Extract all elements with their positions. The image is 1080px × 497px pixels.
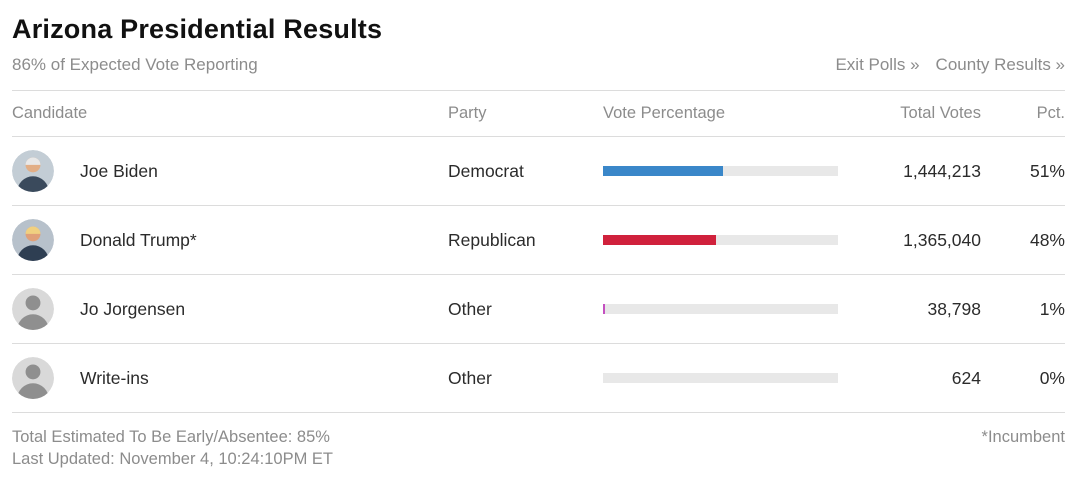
total-votes-value: 1,365,040 bbox=[903, 229, 981, 250]
subheader: 86% of Expected Vote Reporting Exit Poll… bbox=[12, 55, 1065, 91]
vote-bar-fill bbox=[603, 304, 606, 314]
last-updated: Last Updated: November 4, 10:24:10PM ET bbox=[12, 450, 334, 469]
table-row: Donald Trump* Republican 1,365,040 48% bbox=[12, 206, 1065, 275]
table-header-row: Candidate Party Vote Percentage Total Vo… bbox=[12, 91, 1065, 137]
footer-notes: Total Estimated To Be Early/Absentee: 85… bbox=[12, 426, 333, 471]
vote-bar-track bbox=[603, 235, 838, 245]
column-header-vote-percentage: Vote Percentage bbox=[603, 104, 726, 122]
reporting-status: 86% of Expected Vote Reporting bbox=[12, 55, 258, 74]
candidate-cell: Donald Trump* bbox=[12, 219, 448, 261]
incumbent-note: *Incumbent bbox=[981, 428, 1065, 446]
column-header-party: Party bbox=[448, 104, 487, 122]
table-row: Write-ins Other 624 0% bbox=[12, 344, 1065, 413]
candidate-avatar bbox=[12, 219, 54, 261]
vote-bar-cell bbox=[603, 304, 843, 314]
candidate-avatar bbox=[12, 357, 54, 399]
candidate-cell: Joe Biden bbox=[12, 150, 448, 192]
total-votes-value: 1,444,213 bbox=[903, 160, 981, 181]
candidate-cell: Write-ins bbox=[12, 357, 448, 399]
table-row: Joe Biden Democrat 1,444,213 51% bbox=[12, 137, 1065, 206]
candidate-name: Donald Trump* bbox=[80, 229, 197, 250]
party-label: Other bbox=[448, 367, 492, 388]
pct-value: 1% bbox=[1039, 298, 1065, 319]
party-label: Democrat bbox=[448, 160, 524, 181]
column-header-total-votes: Total Votes bbox=[900, 104, 981, 122]
subheader-links: Exit Polls » County Results » bbox=[835, 55, 1065, 75]
vote-bar-cell bbox=[603, 373, 843, 383]
election-results-module: Arizona Presidential Results 86% of Expe… bbox=[12, 14, 1065, 471]
column-header-candidate: Candidate bbox=[12, 104, 88, 122]
party-label: Other bbox=[448, 298, 492, 319]
vote-bar-fill bbox=[603, 235, 716, 245]
footer: Total Estimated To Be Early/Absentee: 85… bbox=[12, 413, 1065, 471]
vote-bar-track bbox=[603, 304, 838, 314]
pct-value: 51% bbox=[1029, 160, 1065, 181]
page-title: Arizona Presidential Results bbox=[12, 14, 383, 44]
vote-bar-cell bbox=[603, 166, 843, 176]
total-votes-value: 624 bbox=[951, 367, 981, 388]
candidate-name: Jo Jorgensen bbox=[80, 298, 186, 319]
candidate-avatar bbox=[12, 150, 54, 192]
absentee-note: Total Estimated To Be Early/Absentee: 85… bbox=[12, 428, 330, 446]
column-header-pct: Pct. bbox=[1036, 104, 1065, 122]
total-votes-value: 38,798 bbox=[927, 298, 981, 319]
table-row: Jo Jorgensen Other 38,798 1% bbox=[12, 275, 1065, 344]
party-label: Republican bbox=[448, 229, 536, 250]
vote-bar-fill bbox=[603, 166, 723, 176]
pct-value: 48% bbox=[1029, 229, 1065, 250]
candidate-cell: Jo Jorgensen bbox=[12, 288, 448, 330]
candidate-name: Write-ins bbox=[80, 367, 149, 388]
county-results-link[interactable]: County Results » bbox=[935, 55, 1065, 74]
candidate-name: Joe Biden bbox=[80, 160, 158, 181]
pct-value: 0% bbox=[1039, 367, 1065, 388]
vote-bar-track bbox=[603, 166, 838, 176]
vote-bar-track bbox=[603, 373, 838, 383]
exit-polls-link[interactable]: Exit Polls » bbox=[835, 55, 920, 74]
vote-bar-cell bbox=[603, 235, 843, 245]
candidate-avatar bbox=[12, 288, 54, 330]
